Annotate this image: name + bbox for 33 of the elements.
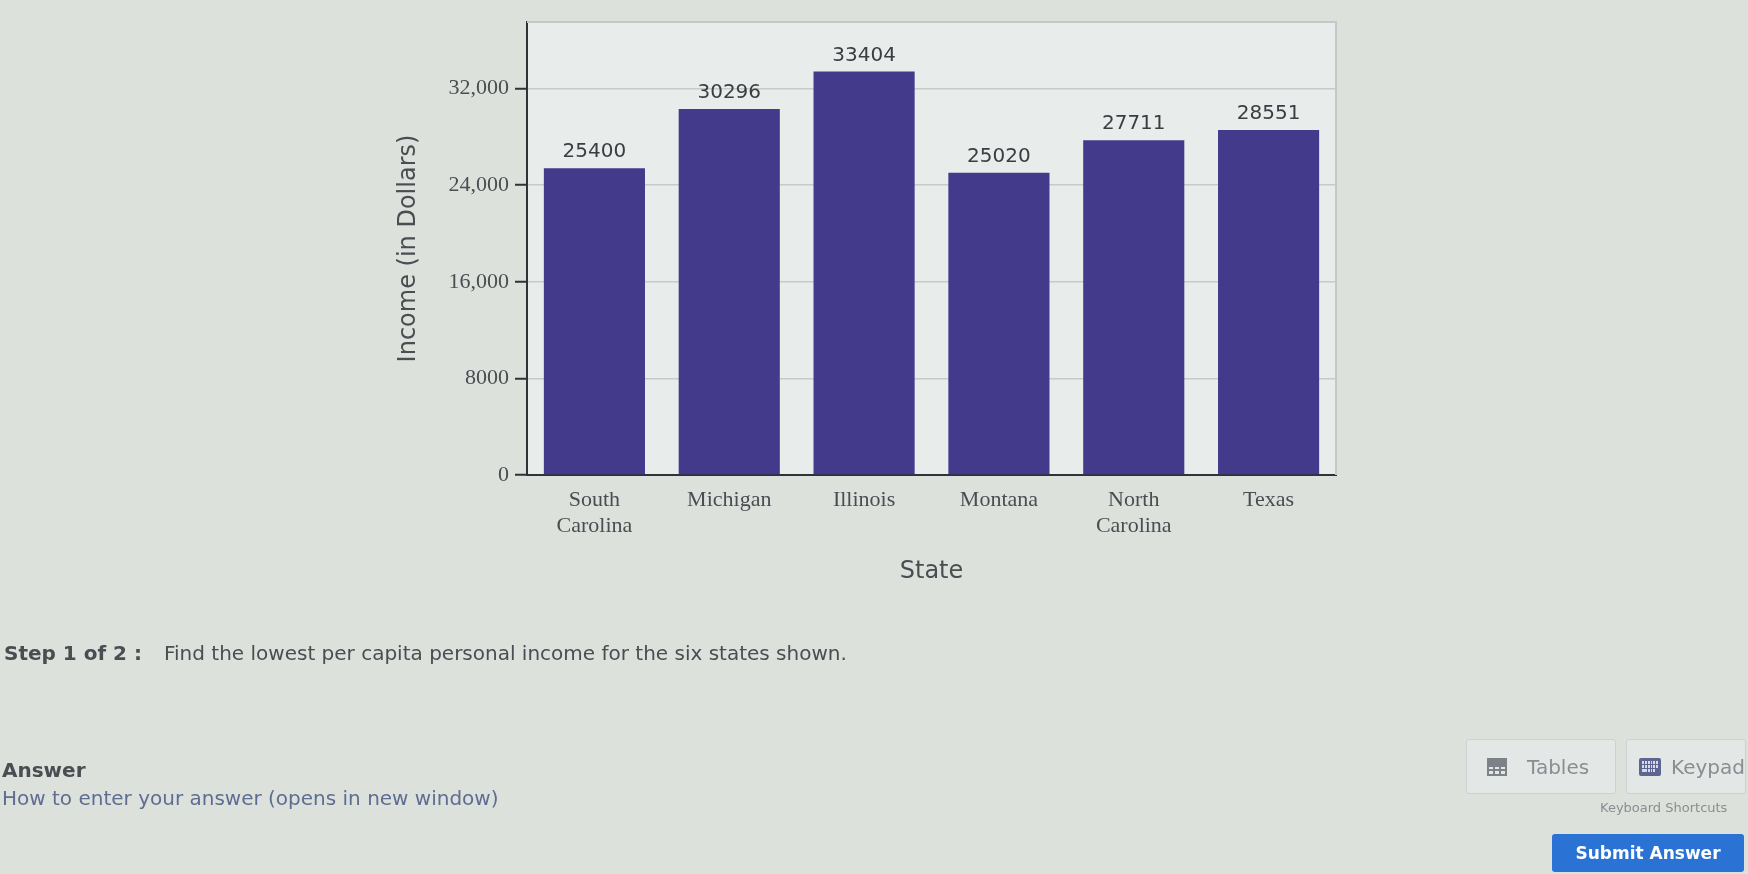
text: Answer — [2, 758, 86, 782]
data-label: 27711 — [1101, 110, 1166, 135]
x-tick-label: South Carolina — [556, 485, 633, 538]
button: Tables — [1466, 739, 1616, 794]
button: Submit Answer — [1552, 834, 1744, 872]
bar — [543, 168, 645, 475]
bar — [1218, 130, 1320, 475]
x-tick-label: North Carolina — [1095, 485, 1172, 538]
data-label: 28551 — [1236, 100, 1301, 125]
text: How to enter your answer (opens in new window) — [2, 786, 499, 810]
button: Keypad — [1626, 739, 1746, 794]
y-tick-label: 32,000 — [448, 74, 509, 100]
bar — [1083, 140, 1185, 475]
x-tick-label: Michigan — [687, 485, 772, 511]
y-tick-label: 16,000 — [448, 267, 509, 293]
x-axis-title: State — [899, 555, 964, 584]
text: Find the lowest per capita personal income for the six states shown. — [164, 641, 847, 665]
y-axis-title: Income (in Dollars) — [392, 134, 421, 363]
x-tick-label: Montana — [959, 485, 1039, 511]
x-tick-label: Illinois — [832, 485, 896, 511]
bar — [948, 172, 1050, 475]
y-tick-label: 0 — [498, 460, 509, 486]
data-label: 30296 — [697, 79, 762, 104]
bar — [813, 71, 915, 475]
data-label: 25020 — [967, 142, 1031, 167]
data-label: 33404 — [832, 41, 896, 66]
data-label: 25400 — [562, 138, 627, 163]
text: Step 1 of 2 : — [4, 641, 142, 665]
x-tick-label: Texas — [1243, 485, 1295, 511]
y-tick-label: 8000 — [465, 364, 509, 390]
y-tick-label: 24,000 — [448, 170, 509, 196]
bar — [678, 109, 780, 475]
text: Keyboard Shortcuts — [1600, 800, 1728, 815]
